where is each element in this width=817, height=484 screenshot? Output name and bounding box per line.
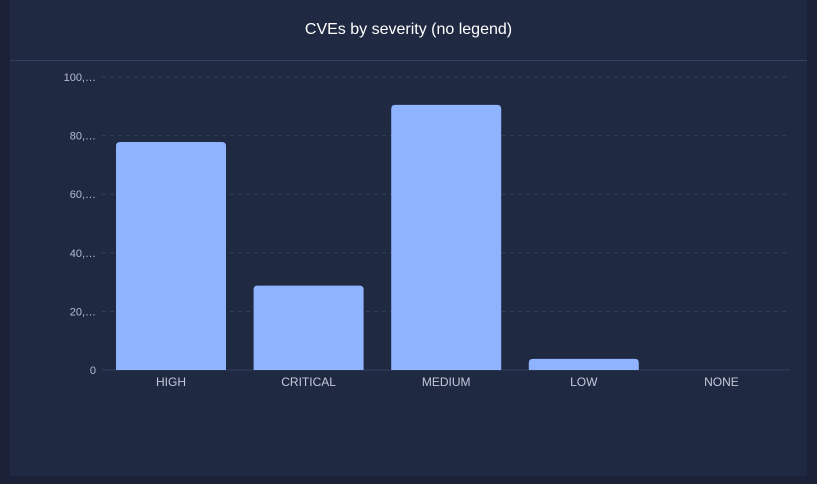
bar-high[interactable] <box>116 142 226 370</box>
bars <box>116 104 639 371</box>
bar-medium[interactable] <box>391 104 502 371</box>
y-axis-ticks: 0 20,… 40,… 60,… 80,… 100,… <box>64 72 96 377</box>
y-tick-label: 80,… <box>70 131 96 143</box>
x-axis-labels: HIGH CRITICAL MEDIUM LOW NONE <box>156 375 739 389</box>
chart-title: CVEs by severity (no legend) <box>304 21 513 38</box>
y-tick-label: 0 <box>90 365 96 377</box>
bar-chart: 0 20,… 40,… 60,… 80,… 100,… HIGH CRITICAL MEDIU… <box>64 72 790 389</box>
x-tick-label-none: NONE <box>704 375 739 389</box>
x-tick-label-medium: MEDIUM <box>422 375 471 389</box>
bar-low[interactable] <box>528 358 639 370</box>
y-tick-label: 100,… <box>64 72 96 84</box>
x-tick-label-low: LOW <box>570 375 598 389</box>
y-tick-label: 40,… <box>70 248 96 260</box>
bar-critical[interactable] <box>253 285 364 370</box>
chart-panel: CVEs by severity (no legend) 0 20,… 40,… 60… <box>10 0 807 476</box>
title-bar: CVEs by severity (no legend) <box>10 0 807 61</box>
x-tick-label-high: HIGH <box>156 375 186 389</box>
y-tick-label: 20,… <box>70 306 96 318</box>
x-tick-label-critical: CRITICAL <box>281 375 336 389</box>
y-tick-label: 60,… <box>70 189 96 201</box>
